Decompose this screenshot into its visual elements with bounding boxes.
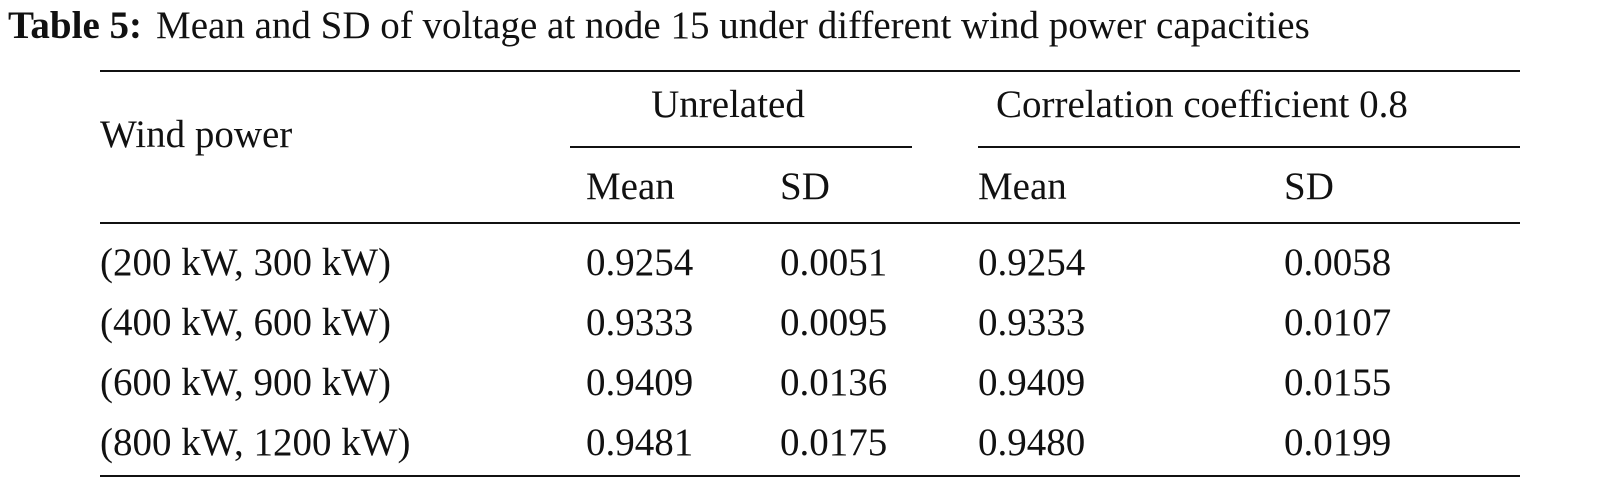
table-cell-wind: (400 kW, 600 kW) (100, 301, 392, 344)
header-unrelated-sd: SD (780, 165, 830, 208)
header-correlation-mean: Mean (978, 165, 1067, 208)
table-cell-correlation-sd: 0.0107 (1284, 301, 1392, 344)
table-cell-unrelated-sd: 0.0051 (780, 241, 888, 284)
table-cell-unrelated-mean: 0.9333 (586, 301, 694, 344)
unrelated-group-rule (570, 146, 912, 148)
table-cell-wind: (800 kW, 1200 kW) (100, 421, 411, 464)
caption-label: Table 5: (8, 4, 143, 47)
header-unrelated-mean: Mean (586, 165, 675, 208)
header-rule (100, 222, 1520, 224)
table-cell-correlation-mean: 0.9480 (978, 421, 1086, 464)
table-cell-unrelated-mean: 0.9254 (586, 241, 694, 284)
table-cell-correlation-mean: 0.9409 (978, 361, 1086, 404)
table-caption: Table 5: Mean and SD of voltage at node 1… (8, 2, 1310, 50)
table-cell-correlation-sd: 0.0199 (1284, 421, 1392, 464)
table-cell-correlation-sd: 0.0058 (1284, 241, 1392, 284)
table-cell-correlation-mean: 0.9333 (978, 301, 1086, 344)
correlation-group-rule (978, 146, 1520, 148)
top-rule (100, 70, 1520, 72)
table-cell-unrelated-mean: 0.9409 (586, 361, 694, 404)
caption-text: Mean and SD of voltage at node 15 under … (156, 4, 1310, 47)
table-cell-unrelated-sd: 0.0175 (780, 421, 888, 464)
bottom-rule (100, 475, 1520, 477)
table-cell-unrelated-mean: 0.9481 (586, 421, 694, 464)
table-cell-unrelated-sd: 0.0136 (780, 361, 888, 404)
table-cell-correlation-mean: 0.9254 (978, 241, 1086, 284)
header-correlation: Correlation coefficient 0.8 (996, 83, 1408, 126)
table-cell-wind: (200 kW, 300 kW) (100, 241, 392, 284)
table-cell-correlation-sd: 0.0155 (1284, 361, 1392, 404)
table-cell-wind: (600 kW, 900 kW) (100, 361, 392, 404)
header-unrelated: Unrelated (651, 83, 805, 126)
header-correlation-sd: SD (1284, 165, 1334, 208)
table-cell-unrelated-sd: 0.0095 (780, 301, 888, 344)
header-wind-power: Wind power (100, 113, 293, 156)
